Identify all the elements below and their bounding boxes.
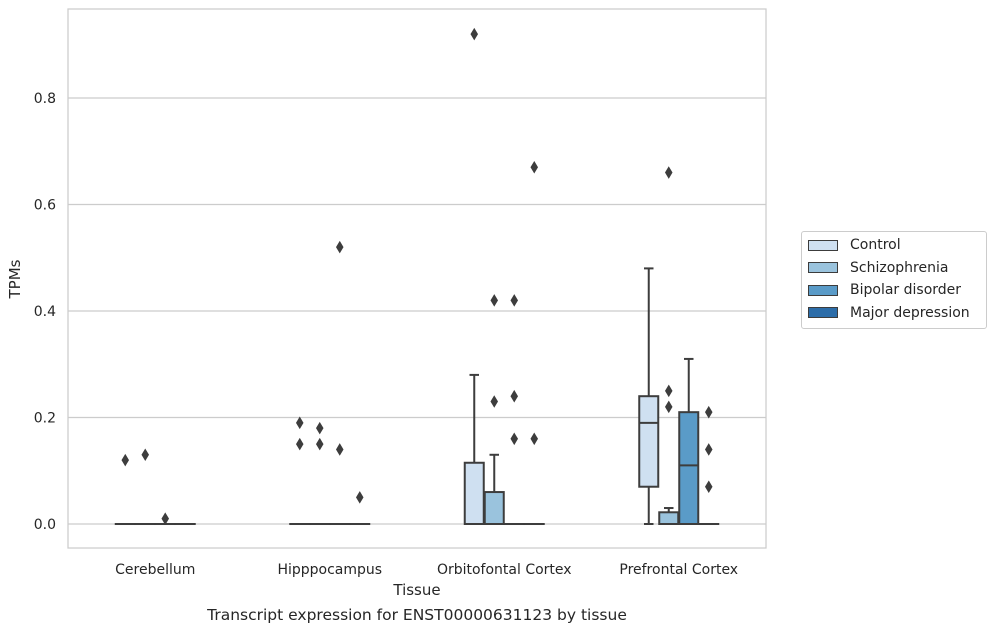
box-control [463, 373, 485, 526]
box-bipolar-disorder [678, 357, 700, 525]
outlier-point [315, 421, 324, 435]
outlier-point [664, 384, 673, 398]
box-body [638, 395, 660, 488]
outlier-point [664, 166, 673, 179]
x-axis-title: Tissue [392, 581, 440, 599]
outlier-point [295, 416, 304, 430]
box-body [483, 491, 505, 525]
legend-item: Control [802, 234, 986, 257]
x-tick-labels: Cerebellum Hipppocampus Orbitofontal Corte… [115, 562, 738, 578]
boxes [114, 267, 720, 526]
outlier-point [315, 437, 324, 451]
x-tick-label: Prefrontal Cortex [619, 562, 738, 578]
outlier-point [704, 443, 713, 456]
outlier-point [490, 294, 499, 307]
outlier-point [295, 437, 304, 451]
legend-item: Bipolar disorder [802, 279, 986, 302]
legend-label: Bipolar disorder [850, 282, 962, 299]
y-tick-labels: 0.0 0.2 0.4 0.6 0.8 [34, 91, 56, 533]
outlier-point [141, 448, 150, 462]
y-tick-label: 0.0 [34, 517, 56, 533]
y-tick-label: 0.8 [34, 91, 56, 107]
outlier-point [161, 512, 170, 525]
y-axis-title: TPMs [6, 259, 24, 299]
outlier-point [510, 432, 519, 446]
legend-label: Major depression [850, 304, 970, 321]
y-tick-label: 0.2 [34, 411, 56, 427]
legend-label: Schizophrenia [850, 259, 949, 276]
chart-caption: Transcript expression for ENST0000063112… [207, 606, 627, 624]
legend-swatch [808, 239, 838, 251]
x-tick-label: Hipppocampus [277, 562, 382, 578]
outlier-point [510, 294, 519, 307]
outlier-point [530, 432, 539, 446]
outlier-point [355, 491, 364, 504]
outlier-point [704, 480, 713, 494]
outlier-point [664, 400, 673, 414]
legend-item: Major depression [802, 302, 986, 325]
outlier-point [490, 395, 499, 408]
box-schizophrenia [483, 453, 505, 525]
plot-frame [67, 8, 767, 549]
legend-swatch [808, 284, 838, 296]
legend-label: Control [850, 237, 901, 254]
outlier-point [121, 453, 130, 467]
y-tick-label: 0.6 [34, 198, 56, 214]
x-tick-label: Cerebellum [115, 562, 195, 578]
box-control [638, 267, 660, 525]
outlier-point [335, 443, 344, 456]
outlier-point [510, 389, 519, 403]
legend-swatch [808, 262, 838, 274]
outlier-points [121, 27, 713, 525]
legend-swatch [808, 307, 838, 319]
box-body [678, 411, 700, 525]
outlier-point [704, 405, 713, 419]
box-body [463, 461, 485, 526]
legend-item: Schizophrenia [802, 257, 986, 280]
outlier-point [530, 160, 539, 174]
x-tick-label: Orbitofontal Cortex [437, 562, 572, 578]
y-tick-label: 0.4 [34, 304, 56, 320]
outlier-point [335, 240, 344, 254]
outlier-point [470, 27, 479, 41]
chart-legend: Control Schizophrenia Bipolar disorder Majo… [801, 231, 987, 329]
box-body [658, 511, 680, 525]
